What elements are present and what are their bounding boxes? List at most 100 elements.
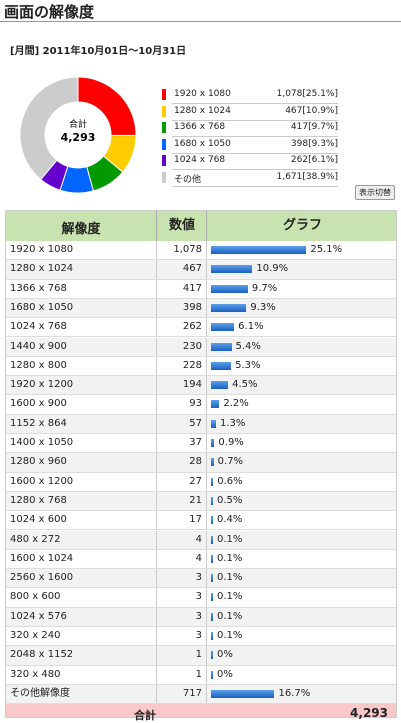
divider bbox=[206, 337, 207, 356]
resolution-cell: 1024 x 600 bbox=[10, 514, 67, 526]
table-row: 800 x 600 3 0.1% bbox=[6, 588, 396, 608]
resolution-cell: 1280 x 1024 bbox=[10, 263, 74, 275]
divider bbox=[156, 491, 157, 511]
divider bbox=[156, 395, 157, 414]
count-cell: 1 bbox=[195, 649, 202, 661]
divider bbox=[156, 434, 157, 453]
total-label: 合計 bbox=[134, 709, 156, 723]
percent-label: 9.3% bbox=[250, 301, 276, 313]
percent-label: 0.1% bbox=[217, 591, 243, 603]
percent-bar bbox=[211, 323, 235, 332]
total-row: 合計 4,293 bbox=[6, 704, 396, 722]
divider bbox=[156, 511, 157, 530]
donut-slice bbox=[77, 76, 137, 136]
percent-bar bbox=[211, 516, 213, 525]
legend-label: その他 bbox=[174, 174, 202, 185]
divider bbox=[156, 665, 157, 684]
table-row: 1440 x 900 230 5.4% bbox=[6, 337, 396, 357]
legend-row: 1366 x 768 417[9.7%] bbox=[172, 120, 338, 137]
resolution-cell: 1400 x 1050 bbox=[10, 437, 74, 448]
divider bbox=[156, 298, 157, 318]
resolution-cell: 1280 x 960 bbox=[10, 456, 67, 468]
percent-label: 6.1% bbox=[238, 321, 264, 333]
percent-bar bbox=[211, 342, 232, 351]
count-cell: 4 bbox=[195, 552, 202, 564]
divider bbox=[156, 376, 157, 395]
percent-bar bbox=[211, 284, 248, 293]
table-row: 1152 x 864 57 1.3% bbox=[6, 414, 396, 434]
percent-label: 5.3% bbox=[235, 359, 261, 371]
divider bbox=[206, 260, 207, 279]
table-row: 1920 x 1080 1,078 25.1% bbox=[6, 241, 396, 261]
donut-slice bbox=[102, 134, 137, 173]
percent-bar bbox=[211, 593, 213, 602]
table-row: 1280 x 768 21 0.5% bbox=[6, 491, 396, 512]
divider bbox=[156, 318, 157, 337]
legend-swatch bbox=[162, 155, 166, 166]
divider bbox=[156, 279, 157, 298]
count-cell: 228 bbox=[182, 359, 202, 371]
legend-value: 417[9.7%] bbox=[291, 122, 338, 132]
divider bbox=[156, 337, 157, 356]
percent-bar bbox=[211, 246, 307, 254]
percent-label: 5.4% bbox=[235, 340, 261, 352]
legend-count: 262 bbox=[290, 155, 309, 165]
resolution-cell: 1680 x 1050 bbox=[10, 301, 74, 313]
page-title: 画面の解像度 bbox=[4, 3, 95, 21]
toggle-button[interactable]: 表示切替 bbox=[355, 185, 395, 200]
resolution-cell: 1600 x 900 bbox=[10, 398, 67, 410]
center-label: 合計 bbox=[69, 118, 87, 130]
count-cell: 717 bbox=[182, 687, 202, 699]
count-cell: 262 bbox=[182, 321, 202, 333]
donut-slice bbox=[40, 159, 69, 191]
percent-bar bbox=[211, 651, 213, 660]
divider bbox=[206, 434, 207, 453]
resolution-cell: 2048 x 1152 bbox=[10, 649, 74, 661]
percent-bar bbox=[211, 535, 213, 544]
legend-value: 1,078[25.1%] bbox=[277, 89, 338, 99]
divider bbox=[206, 395, 207, 414]
legend-label: 1280 x 1024 bbox=[174, 105, 231, 116]
divider bbox=[206, 627, 207, 646]
donut-slice bbox=[19, 76, 79, 181]
divider bbox=[206, 356, 207, 376]
resolution-cell: 480 x 272 bbox=[10, 533, 61, 545]
divider bbox=[206, 298, 207, 318]
divider bbox=[206, 376, 207, 395]
legend-label: 1024 x 768 bbox=[174, 155, 226, 165]
percent-label: 25.1% bbox=[310, 244, 343, 255]
column-header: 解像度 bbox=[61, 222, 101, 237]
count-cell: 1 bbox=[195, 668, 202, 680]
percent-bar bbox=[211, 554, 213, 563]
legend-swatch bbox=[162, 171, 166, 183]
percent-label: 2.2% bbox=[223, 398, 249, 410]
resolution-cell: 1600 x 1200 bbox=[10, 475, 74, 487]
count-cell: 194 bbox=[182, 379, 202, 391]
percent-label: 10.9% bbox=[256, 263, 289, 275]
divider bbox=[206, 491, 207, 511]
divider bbox=[206, 279, 207, 298]
table-row: 1280 x 800 228 5.3% bbox=[6, 356, 396, 377]
divider bbox=[156, 607, 157, 626]
divider bbox=[206, 511, 207, 530]
percent-label: 1.3% bbox=[219, 417, 246, 429]
percent-bar bbox=[211, 689, 275, 698]
divider bbox=[156, 414, 157, 433]
count-cell: 3 bbox=[195, 630, 202, 641]
legend-swatch bbox=[162, 138, 166, 150]
divider bbox=[206, 549, 207, 569]
donut-slice bbox=[59, 165, 95, 194]
table-header: 解像度 数値 グラフ bbox=[6, 211, 396, 242]
resolution-cell: 1152 x 864 bbox=[10, 417, 67, 429]
percent-label: 0.4% bbox=[217, 514, 243, 526]
count-cell: 417 bbox=[182, 282, 202, 294]
count-cell: 4 bbox=[195, 533, 202, 545]
divider bbox=[206, 569, 207, 588]
column-header: 数値 bbox=[156, 211, 207, 241]
legend-row: 1680 x 1050 398[9.3%] bbox=[172, 137, 338, 154]
legend-row: 1920 x 1080 1,078[25.1%] bbox=[172, 87, 338, 104]
divider bbox=[206, 241, 207, 260]
percent-label: 16.7% bbox=[278, 687, 311, 699]
percent-bar bbox=[211, 670, 213, 679]
legend-label: 1366 x 768 bbox=[174, 122, 226, 132]
